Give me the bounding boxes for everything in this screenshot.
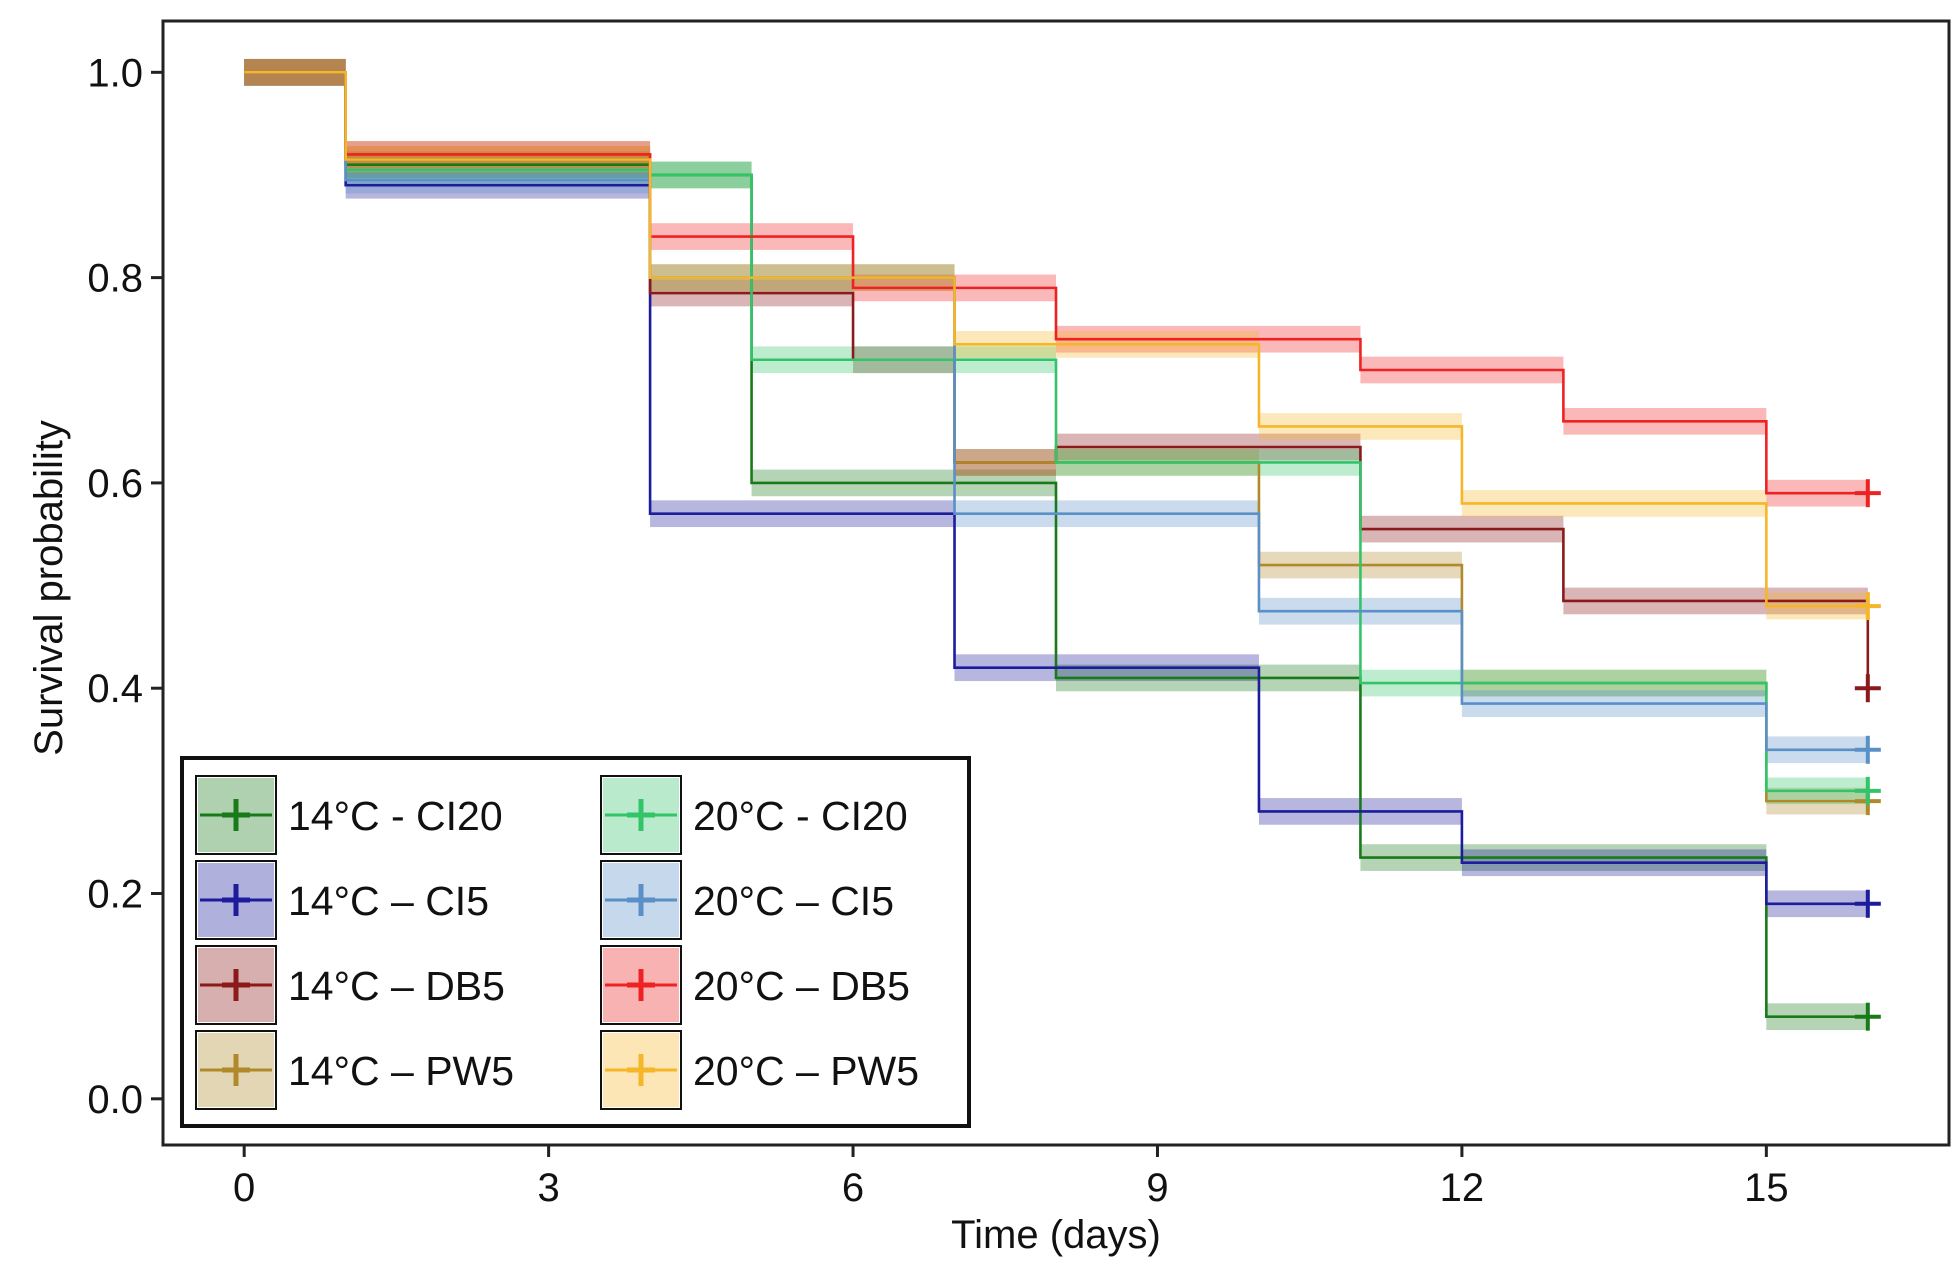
legend-label-14-c-ci5: 14°C – CI5 [288, 878, 489, 924]
x-tick-label-9: 9 [1146, 1166, 1168, 1210]
x-axis: 0 3 6 9 12 15 [233, 1145, 1789, 1210]
y-tick-label-2: 0.4 [87, 667, 143, 711]
x-tick-label-15: 15 [1744, 1166, 1789, 1210]
survival-line-14-c-ci20 [244, 71, 1868, 1018]
legend-label-20-c-ci20: 20°C - CI20 [693, 793, 908, 839]
y-axis-title: Survival probability [27, 420, 71, 756]
legend-label-20-c-pw5: 20°C – PW5 [693, 1048, 919, 1094]
survival-line-20-c-pw5 [244, 71, 1868, 608]
survival-curves [244, 71, 1870, 1018]
y-tick-label-1: 0.2 [87, 873, 143, 917]
y-tick-label-3: 0.6 [87, 462, 143, 506]
y-tick-label-4: 0.8 [87, 257, 143, 301]
legend-item-14-c-pw5: 14°C – PW5 [195, 1030, 514, 1110]
censor-mark-20-c-pw5 [1854, 592, 1881, 621]
censor-mark-20-c-ci5 [1854, 735, 1881, 764]
censor-mark-14-c-ci5 [1854, 889, 1881, 918]
survival-line-20-c-db5 [244, 71, 1868, 495]
legend-label-14-c-pw5: 14°C – PW5 [288, 1048, 514, 1094]
legend-item-20-c-ci20: 20°C - CI20 [600, 775, 908, 855]
legend-item-20-c-db5: 20°C – DB5 [600, 945, 910, 1025]
censor-mark-14-c-db5 [1854, 674, 1881, 703]
survival-line-20-c-ci20 [244, 71, 1868, 793]
y-tick-label-0: 0.0 [87, 1078, 143, 1122]
legend-label-14-c-db5: 14°C – DB5 [288, 963, 505, 1009]
censor-mark-14-c-ci20 [1854, 1002, 1881, 1031]
x-tick-label-12: 12 [1440, 1166, 1485, 1210]
x-tick-label-3: 3 [537, 1166, 559, 1210]
legend-label-20-c-ci5: 20°C – CI5 [693, 878, 894, 924]
censor-mark-20-c-db5 [1854, 479, 1881, 508]
censor-mark-20-c-ci20 [1854, 776, 1881, 805]
y-axis: 0.0 0.2 0.4 0.6 0.8 1.0 [87, 51, 163, 1122]
legend-item-14-c-ci20: 14°C - CI20 [195, 775, 503, 855]
legend-item-20-c-ci5: 20°C – CI5 [600, 860, 894, 940]
x-tick-label-0: 0 [233, 1166, 255, 1210]
legend-box [180, 756, 971, 1128]
survival-line-14-c-ci5 [244, 71, 1868, 906]
x-tick-label-6: 6 [842, 1166, 864, 1210]
legend-label-14-c-ci20: 14°C - CI20 [288, 793, 503, 839]
legend-item-20-c-pw5: 20°C – PW5 [600, 1030, 919, 1110]
x-axis-title: Time (days) [951, 1213, 1161, 1257]
legend: 14°C - CI20 14°C – CI5 14°C – DB5 14°C – PW… [180, 756, 971, 1128]
legend-item-14-c-db5: 14°C – DB5 [195, 945, 505, 1025]
survival-line-20-c-ci5 [244, 71, 1868, 752]
legend-label-20-c-db5: 20°C – DB5 [693, 963, 910, 1009]
legend-item-14-c-ci5: 14°C – CI5 [195, 860, 489, 940]
censor-marks [1854, 479, 1881, 1031]
y-tick-label-5: 1.0 [87, 51, 143, 95]
